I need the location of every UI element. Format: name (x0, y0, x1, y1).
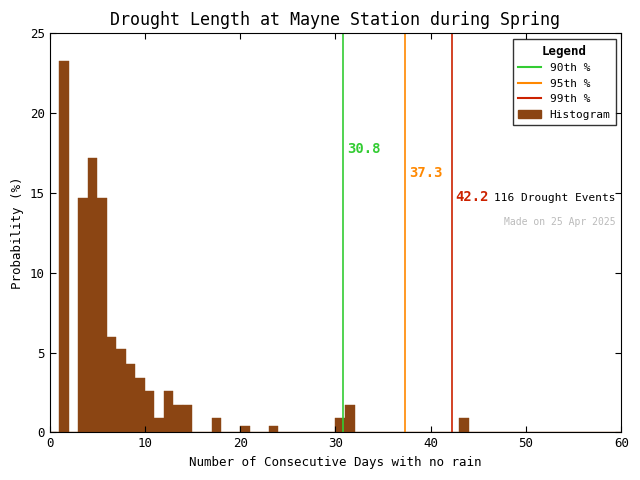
Text: Made on 25 Apr 2025: Made on 25 Apr 2025 (504, 217, 616, 227)
Bar (173, 405, 183, 432)
Text: 42.2: 42.2 (456, 190, 489, 204)
Y-axis label: Probability (%): Probability (%) (11, 177, 24, 289)
Bar (269, 426, 278, 432)
Bar (145, 391, 154, 432)
Bar (240, 426, 250, 432)
Bar (183, 405, 193, 432)
Legend: 90th %, 95th %, 99th %, Histogram: 90th %, 95th %, 99th %, Histogram (513, 39, 616, 125)
Bar (335, 418, 345, 432)
Bar (78, 198, 88, 432)
Text: 37.3: 37.3 (409, 166, 442, 180)
Bar (59, 60, 68, 432)
Bar (88, 158, 97, 432)
Bar (460, 418, 469, 432)
Bar (135, 378, 145, 432)
Bar (126, 364, 135, 432)
X-axis label: Number of Consecutive Days with no rain: Number of Consecutive Days with no rain (189, 456, 482, 469)
Bar (345, 405, 355, 432)
Bar (116, 349, 126, 432)
Bar (97, 198, 107, 432)
Bar (212, 418, 221, 432)
Text: 30.8: 30.8 (347, 142, 380, 156)
Text: 116 Drought Events: 116 Drought Events (494, 193, 616, 203)
Bar (164, 391, 173, 432)
Bar (107, 336, 116, 432)
Title: Drought Length at Mayne Station during Spring: Drought Length at Mayne Station during S… (111, 11, 561, 29)
Bar (154, 418, 164, 432)
